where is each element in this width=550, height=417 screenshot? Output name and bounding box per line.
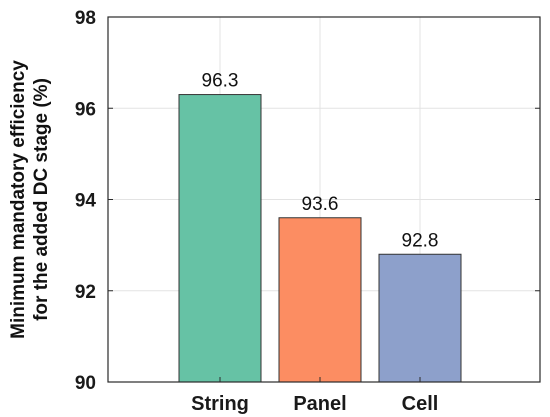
x-axis-categories: String Panel Cell xyxy=(191,377,438,415)
y-tick-label-4: 98 xyxy=(75,8,96,29)
bar-cell xyxy=(378,253,462,383)
y-tick-label-2: 94 xyxy=(75,191,97,212)
bar-string xyxy=(178,94,262,383)
bars xyxy=(178,94,462,383)
x-tick-label-panel: Panel xyxy=(293,393,346,415)
data-label-string: 96.3 xyxy=(202,71,239,92)
y-tick-label-0: 90 xyxy=(75,373,96,394)
y-axis-label-line-1: Minimum mandatory efficiency xyxy=(8,60,29,339)
y-axis-ticks: 90 92 94 96 98 xyxy=(75,8,540,394)
x-tick-label-cell: Cell xyxy=(402,393,439,415)
data-label-cell: 92.8 xyxy=(402,230,439,251)
y-axis-label-line-2: for the added DC stage (%) xyxy=(31,78,52,321)
bar-panel xyxy=(278,217,362,383)
x-tick-label-string: String xyxy=(191,393,249,415)
data-label-panel: 93.6 xyxy=(302,194,339,215)
y-tick-label-1: 92 xyxy=(75,282,96,303)
data-labels: 96.3 93.6 92.8 xyxy=(202,71,439,252)
y-tick-label-3: 96 xyxy=(75,99,96,120)
